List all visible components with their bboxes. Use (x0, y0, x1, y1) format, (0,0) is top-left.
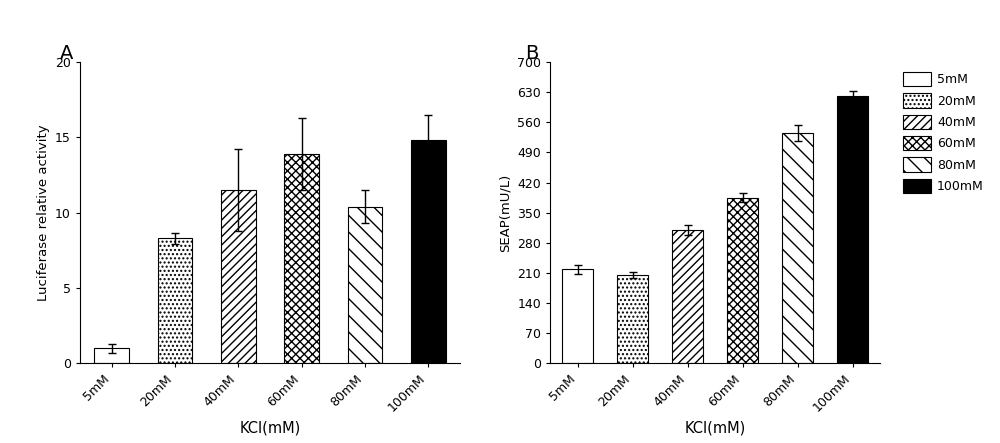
Bar (562, 269, 593, 363)
Bar (348, 206, 382, 363)
X-axis label: KCl(mM): KCl(mM) (239, 420, 301, 435)
Bar (837, 97, 868, 363)
Bar (221, 190, 256, 363)
Bar (158, 238, 192, 363)
Text: B: B (525, 44, 538, 63)
Y-axis label: SEAP(mU/L): SEAP(mU/L) (498, 174, 511, 252)
Bar (94, 348, 129, 363)
Bar (782, 133, 813, 363)
Bar (672, 230, 703, 363)
Bar (617, 275, 648, 363)
X-axis label: KCl(mM): KCl(mM) (684, 420, 746, 435)
Legend: 5mM, 20mM, 40mM, 60mM, 80mM, 100mM: 5mM, 20mM, 40mM, 60mM, 80mM, 100mM (899, 68, 987, 197)
Bar (284, 154, 319, 363)
Y-axis label: Luciferase relative activity: Luciferase relative activity (37, 124, 50, 301)
Bar (411, 140, 446, 363)
Text: A: A (60, 44, 73, 63)
Bar (727, 198, 758, 363)
